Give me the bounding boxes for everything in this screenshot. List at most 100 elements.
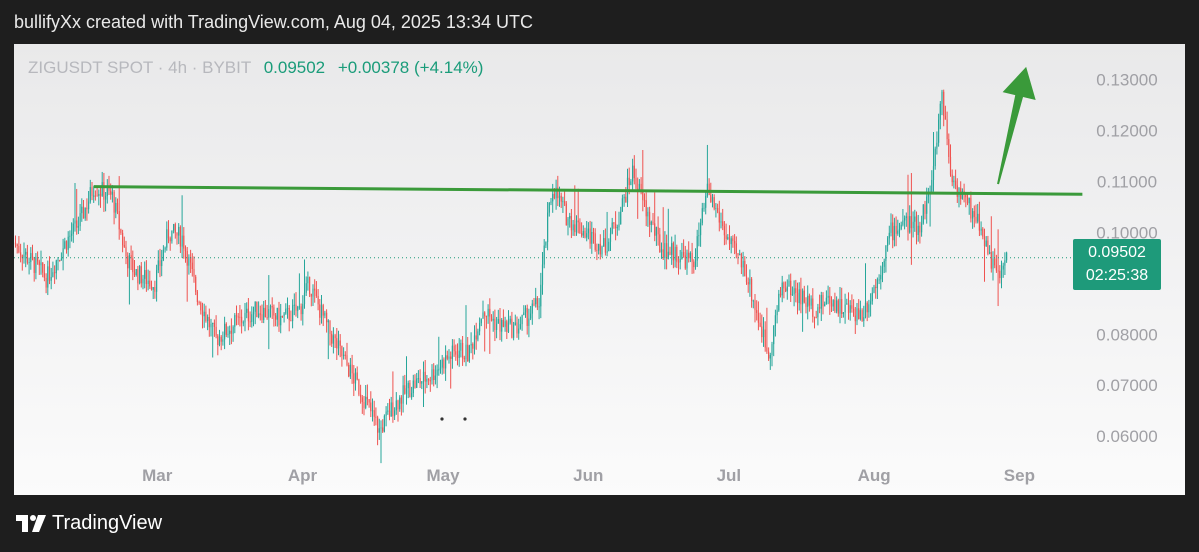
candle-body bbox=[679, 259, 681, 263]
tradingview-logo: TradingView bbox=[16, 512, 162, 535]
y-tick-label: 0.11000 bbox=[1097, 173, 1157, 192]
candle-body bbox=[370, 402, 372, 412]
candle-body bbox=[263, 307, 265, 320]
candle-body bbox=[790, 280, 792, 295]
candle-body bbox=[448, 356, 450, 359]
candle-body bbox=[681, 252, 683, 260]
candle-body bbox=[507, 322, 510, 332]
candle-body bbox=[633, 165, 635, 179]
candle-body bbox=[914, 216, 916, 222]
candle-body bbox=[621, 198, 623, 212]
candle-body bbox=[754, 300, 756, 311]
candle-body bbox=[757, 312, 759, 323]
candle-body bbox=[751, 278, 753, 301]
candle-body bbox=[99, 193, 102, 196]
candle-body bbox=[759, 322, 761, 327]
candle-body bbox=[870, 301, 872, 305]
candle-body bbox=[235, 315, 238, 317]
candle-body bbox=[819, 307, 821, 309]
candle-body bbox=[258, 313, 260, 317]
candle-body bbox=[511, 318, 513, 338]
candle-body bbox=[761, 326, 763, 338]
candle-body bbox=[156, 270, 158, 292]
candle-body bbox=[127, 256, 129, 269]
candle-body bbox=[208, 316, 210, 328]
candle-body bbox=[713, 197, 715, 209]
candle-body bbox=[460, 342, 462, 351]
candle-body bbox=[210, 323, 212, 328]
chart-panel[interactable]: 0.060000.070000.080000.090000.100000.110… bbox=[14, 44, 1185, 495]
candle-body bbox=[417, 378, 419, 380]
candle-body bbox=[484, 312, 486, 317]
candle-body bbox=[300, 306, 302, 315]
candle-body bbox=[776, 310, 778, 316]
candle-body bbox=[166, 229, 168, 248]
candle-body bbox=[343, 354, 345, 357]
candle-body bbox=[778, 293, 780, 311]
candle-body bbox=[222, 339, 224, 342]
candle-body bbox=[157, 260, 159, 271]
tradingview-logo-icon bbox=[16, 515, 46, 532]
candle-body bbox=[489, 308, 491, 317]
candle-body bbox=[849, 305, 851, 313]
y-tick-label: 0.08000 bbox=[1096, 325, 1157, 344]
candle-body bbox=[878, 279, 880, 281]
candle-body bbox=[608, 241, 610, 252]
candle-body bbox=[521, 315, 523, 325]
candle-body bbox=[239, 316, 241, 318]
candle-body bbox=[846, 303, 848, 305]
candle-body bbox=[382, 427, 384, 432]
candle-body bbox=[307, 276, 309, 284]
candle-body bbox=[594, 233, 596, 250]
candle-body bbox=[336, 338, 338, 349]
price-chart[interactable]: 0.060000.070000.080000.090000.100000.110… bbox=[14, 44, 1185, 495]
candle-body bbox=[1004, 260, 1006, 266]
candle-body bbox=[739, 254, 741, 256]
candle-body bbox=[599, 243, 601, 255]
candle-body bbox=[64, 241, 66, 249]
marker-dot bbox=[440, 417, 444, 421]
candle-body bbox=[745, 276, 748, 283]
candle-body bbox=[363, 402, 365, 408]
candle-body bbox=[329, 320, 331, 334]
candle-body bbox=[871, 292, 873, 302]
candle-body bbox=[416, 378, 418, 388]
candle-body bbox=[752, 300, 754, 302]
candle-body bbox=[438, 369, 440, 371]
candle-body bbox=[909, 216, 911, 233]
candle-body bbox=[830, 303, 833, 307]
candle-body bbox=[625, 196, 627, 203]
candle-body bbox=[842, 312, 844, 314]
candle-body bbox=[426, 378, 428, 382]
candle-body bbox=[407, 382, 409, 389]
candle-body bbox=[133, 272, 136, 276]
candle-body bbox=[105, 196, 107, 200]
candle-body bbox=[159, 260, 161, 267]
candle-body bbox=[281, 315, 283, 317]
candle-body bbox=[861, 310, 863, 321]
candle-body bbox=[1006, 252, 1008, 261]
candle-body bbox=[360, 394, 362, 398]
candle-body bbox=[672, 243, 674, 261]
price-change-label: +0.00378 (+4.14%) bbox=[337, 58, 484, 77]
candle-body bbox=[570, 216, 572, 231]
candle-body bbox=[150, 286, 153, 290]
candle-body bbox=[640, 183, 642, 191]
candle-body bbox=[161, 259, 163, 267]
candle-body bbox=[212, 322, 214, 324]
candle-body bbox=[324, 312, 326, 316]
candle-body bbox=[628, 177, 630, 186]
candle-body bbox=[813, 316, 816, 318]
candle-body bbox=[700, 222, 702, 236]
candle-body bbox=[254, 301, 256, 312]
candle-body bbox=[434, 375, 436, 381]
candle-body bbox=[975, 216, 977, 222]
candle-body bbox=[888, 232, 890, 239]
candle-body bbox=[230, 330, 232, 334]
candle-body bbox=[184, 248, 187, 252]
candle-body bbox=[118, 211, 120, 230]
candle-body bbox=[693, 261, 695, 268]
candle-body bbox=[727, 237, 729, 240]
candle-body bbox=[399, 397, 401, 410]
candle-body bbox=[244, 312, 246, 323]
